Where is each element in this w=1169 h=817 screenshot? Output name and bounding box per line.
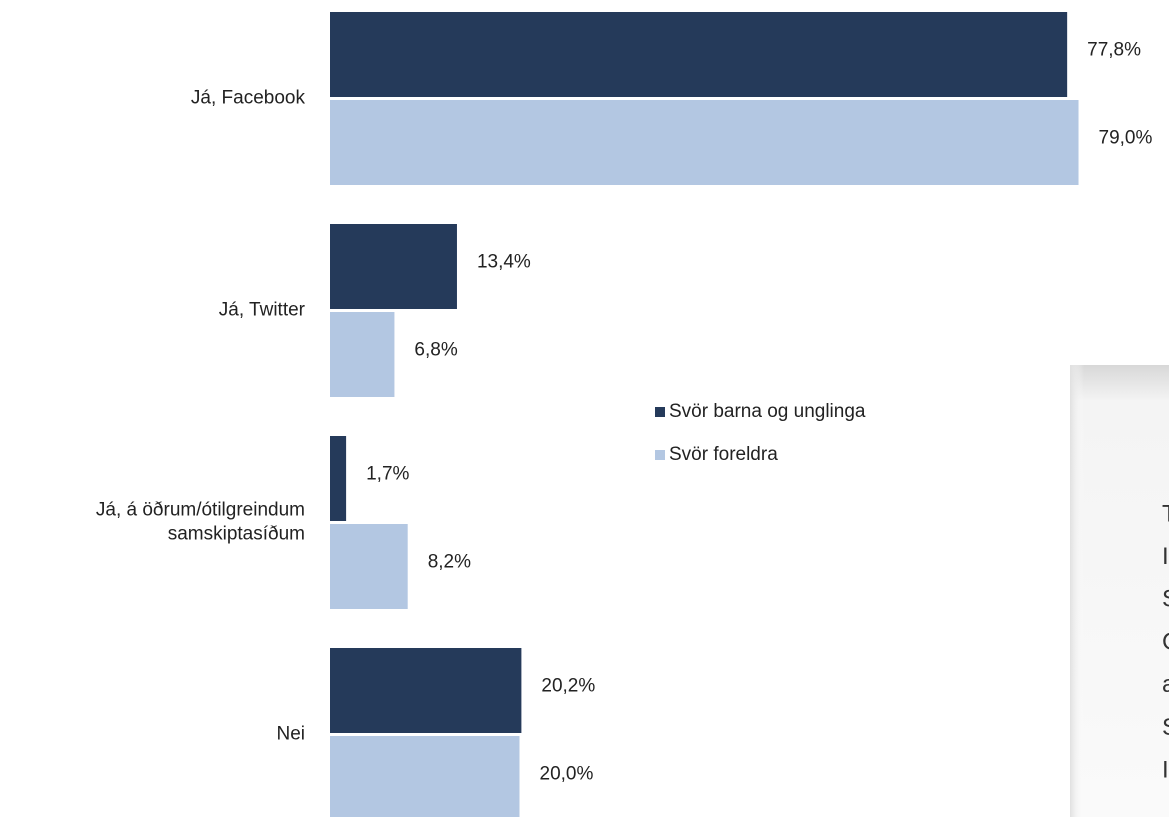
legend-label: Svör foreldra	[669, 444, 778, 465]
bar	[330, 436, 347, 521]
value-label: 13,4%	[477, 252, 531, 273]
bar	[330, 736, 520, 817]
side-panel-text: S	[1162, 586, 1169, 613]
side-panel-text: T	[1162, 500, 1169, 527]
bar	[330, 224, 457, 309]
value-label: 6,8%	[414, 340, 457, 361]
side-panel-text: S	[1162, 714, 1169, 741]
side-panel	[1070, 365, 1169, 817]
category-label: Já, Facebook	[191, 88, 306, 109]
legend-label: Svör barna og unglinga	[669, 401, 866, 422]
side-panel-shadow	[1070, 365, 1084, 817]
side-panel-text: C	[1162, 628, 1169, 655]
category-label: Nei	[276, 724, 305, 745]
bar	[330, 100, 1079, 185]
value-label: 79,0%	[1099, 128, 1153, 149]
side-panel-text: a	[1162, 671, 1169, 698]
value-label: 1,7%	[366, 464, 409, 485]
category-label: Já, á öðrum/ótilgreindum samskiptasíðum	[96, 500, 305, 545]
side-panel-text: I	[1162, 757, 1169, 784]
value-label: 77,8%	[1087, 40, 1141, 61]
value-label: 20,0%	[540, 764, 594, 785]
legend-swatch	[655, 407, 665, 417]
legend-swatch	[655, 450, 665, 460]
side-panel-text: I	[1162, 543, 1169, 570]
category-label: Já, Twitter	[219, 300, 306, 321]
value-label: 20,2%	[541, 676, 595, 697]
value-label: 8,2%	[428, 552, 471, 573]
bar	[330, 12, 1068, 97]
bar	[330, 312, 395, 397]
bar	[330, 648, 522, 733]
bar	[330, 524, 408, 609]
